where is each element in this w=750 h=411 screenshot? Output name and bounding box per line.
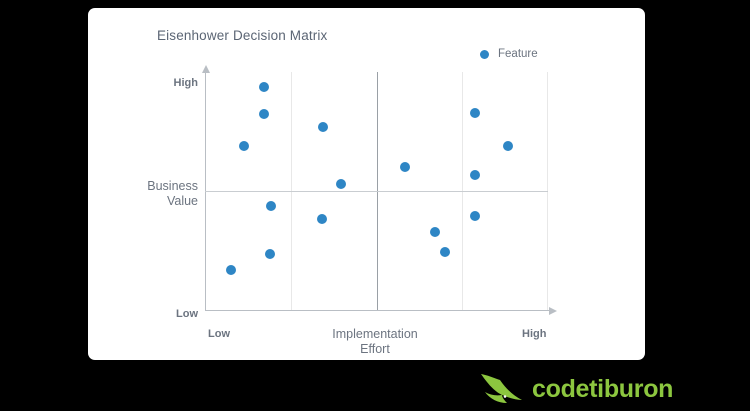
x-axis-title: Implementation Effort (265, 327, 485, 357)
scatter-point[interactable] (469, 170, 480, 181)
x-axis-high-label: High (522, 328, 547, 340)
x-axis-title-line1: Implementation (332, 327, 418, 341)
shark-logo-icon (481, 374, 522, 403)
y-axis-title-line2: Value (166, 194, 198, 208)
scatter-point[interactable] (469, 107, 480, 118)
y-axis-title-line1: Business (147, 179, 198, 193)
scatter-point[interactable] (239, 140, 250, 151)
watermark: codetiburon (478, 372, 673, 406)
scatter-point[interactable] (502, 140, 513, 151)
y-axis-arrow-icon (201, 65, 210, 73)
y-axis-low-label: Low (176, 308, 198, 320)
scatter-point[interactable] (264, 249, 275, 260)
scatter-point[interactable] (336, 178, 347, 189)
scatter-point[interactable] (265, 200, 276, 211)
plot-area (201, 65, 557, 315)
scatter-point[interactable] (469, 210, 480, 221)
scatter-point[interactable] (440, 246, 451, 257)
x-axis-low-label: Low (208, 328, 230, 340)
scatter-point[interactable] (258, 81, 269, 92)
scatter-point[interactable] (317, 121, 328, 132)
chart-legend: Feature (480, 48, 538, 60)
scatter-point[interactable] (399, 161, 410, 172)
legend-marker-icon (480, 49, 489, 59)
y-axis-line (205, 68, 206, 310)
y-axis-high-label: High (173, 77, 198, 89)
scatter-point[interactable] (316, 214, 327, 225)
y-axis-title: Business Value (126, 179, 198, 209)
watermark-text: codetiburon (532, 374, 674, 403)
legend-label: Feature (498, 48, 538, 60)
scatter-point[interactable] (430, 226, 441, 237)
scatter-point[interactable] (226, 265, 237, 276)
chart-card: Eisenhower Decision Matrix Feature High … (88, 8, 645, 360)
x-axis-line (205, 310, 550, 311)
page-title: Eisenhower Decision Matrix (157, 28, 328, 43)
scatter-point[interactable] (258, 108, 269, 119)
x-axis-arrow-icon (549, 306, 557, 315)
x-axis-title-line2: Effort (360, 342, 390, 356)
quadrant-divider-horizontal (205, 191, 548, 192)
